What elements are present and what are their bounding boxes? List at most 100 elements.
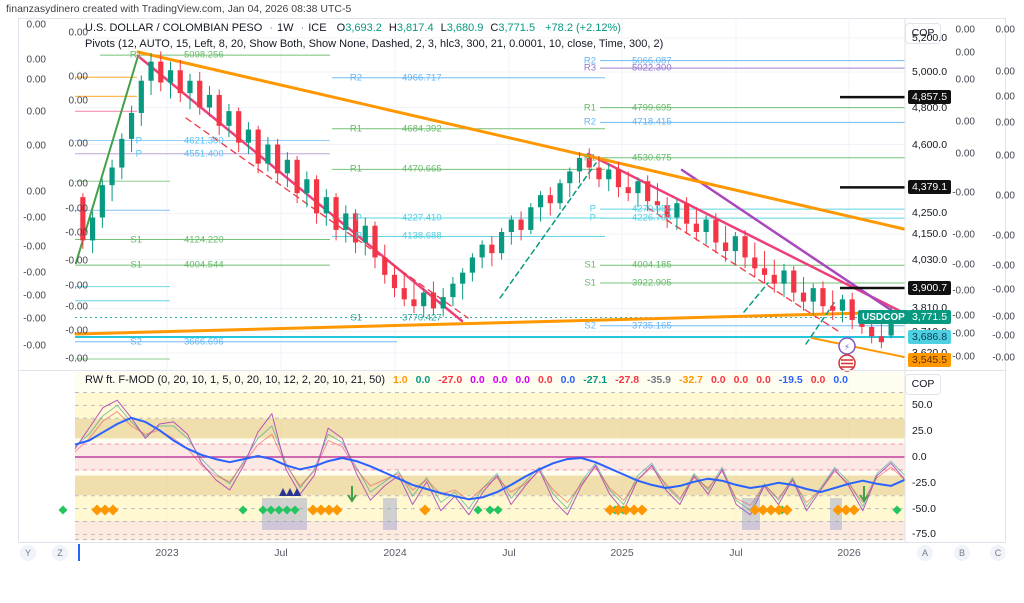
pivot-label-s1: S1 xyxy=(584,277,596,289)
pivot-label-r1: R1 xyxy=(349,123,362,135)
left-scale-value: -0.00 xyxy=(65,353,88,365)
right-scale-value: 0.00 xyxy=(955,116,975,128)
pivot-label-s1: S1 xyxy=(130,234,142,245)
oscillator-values: 1.0 0.0 -27.0 0.0 0.0 0.0 0.0 0.0 -27.1 -27.8 -35.… xyxy=(385,374,848,386)
left-scale-value: -0.00 xyxy=(23,212,46,224)
legend-separator2: · xyxy=(300,22,305,34)
right-scale-value: 0.00 xyxy=(995,150,1015,162)
left-scale-value: -0.00 xyxy=(65,280,88,292)
chart-widget-frame xyxy=(18,18,1006,563)
scale-button-b[interactable]: B xyxy=(954,545,970,561)
oscillator-title: RW ft. F-MOD (0, 20, 10, 1, 5, 0, 20, 10… xyxy=(85,374,386,386)
right-scale-value: 0.00 xyxy=(955,24,975,36)
price-tick: 4,800.0 xyxy=(912,101,948,114)
pivot-label-s1: S1 xyxy=(584,259,596,271)
time-tick: 2024 xyxy=(383,547,407,559)
pivot-value: 4138.688 xyxy=(402,230,442,242)
pivot-value: 4621.300 xyxy=(184,135,224,146)
ohlc-letter: C xyxy=(490,22,499,34)
scale-button-c[interactable]: C xyxy=(990,545,1006,561)
footer-bar: TradingView xyxy=(0,563,1024,603)
oscillator-value: -27.0 xyxy=(438,374,463,386)
last-price-badge[interactable]: 3,771.5 xyxy=(908,310,952,325)
right-scale-value: 0.00 xyxy=(995,117,1015,129)
price-alert-badge[interactable]: 4,857.5 xyxy=(908,90,952,105)
oscillator-value: 0.0 xyxy=(470,374,485,386)
pivot-value: 4124.220 xyxy=(184,234,224,245)
pivot-value: 5066.087 xyxy=(632,55,672,67)
pivot-value: 4004.544 xyxy=(184,259,224,271)
pivot-value: 4270.955 xyxy=(632,203,672,215)
price-alert-badge[interactable]: 4,379.1 xyxy=(908,180,952,195)
left-scale-value: -0.00 xyxy=(65,255,88,267)
pivot-label-p: P xyxy=(355,212,362,224)
oscillator-value: 0.0 xyxy=(810,374,826,386)
right-scale-value: -0.00 xyxy=(952,259,975,271)
pivots-indicator-legend[interactable]: Pivots (12, AUTO, 15, Left, 8, 20, Show … xyxy=(85,38,664,50)
scale-button-z[interactable]: Z xyxy=(52,545,68,561)
symbol-title: U.S. DOLLAR / COLOMBIAN PESO xyxy=(85,22,263,34)
right-scale-value: -0.00 xyxy=(952,285,975,297)
oscillator-value: 0.0 xyxy=(492,374,508,386)
interval-label: 1W xyxy=(277,22,294,34)
scale-button-a[interactable]: A xyxy=(917,545,933,561)
left-scale-value: 0.00 xyxy=(26,106,46,118)
pivot-value: 4718.415 xyxy=(632,116,672,128)
oscillator-value: 0.0 xyxy=(833,374,848,386)
pivot-label-s2: S2 xyxy=(130,336,142,348)
pivot-label-r1: R1 xyxy=(129,49,142,61)
pivot-label-r2: R2 xyxy=(583,55,596,67)
time-axis-cursor xyxy=(78,544,80,561)
pivot-label-p: P xyxy=(135,135,142,146)
oscillator-tick: -75.0 xyxy=(912,528,936,541)
pivot-value: 4470.665 xyxy=(402,163,442,175)
pivot-value: 4004.185 xyxy=(632,259,672,271)
ohlc-value: 3,680.9 xyxy=(446,22,484,34)
pivot-label-r1: R1 xyxy=(583,152,596,164)
oscillator-value: -32.7 xyxy=(679,374,703,386)
pivot-label-s1: S1 xyxy=(350,312,362,324)
oscillator-value: -35.9 xyxy=(647,374,672,386)
time-tick: Jul xyxy=(274,547,288,559)
symbol-legend[interactable]: U.S. DOLLAR / COLOMBIAN PESO · 1W · ICE O3… xyxy=(85,21,621,36)
right-scale-value: 0.00 xyxy=(995,66,1015,78)
oscillator-value: 0.0 xyxy=(415,374,431,386)
ohlc-value: 3,771.5 xyxy=(498,22,536,34)
oscillator-value: -27.1 xyxy=(583,374,608,386)
price-tick: 4,250.0 xyxy=(912,207,948,220)
price-tick: 5,200.0 xyxy=(912,31,948,44)
ohlc-values: O3,693.2 H3,817.4 L3,680.9 C3,771.5 xyxy=(330,22,535,34)
pivot-value: 4551.400 xyxy=(184,148,224,160)
oscillator-tick: -50.0 xyxy=(912,502,936,515)
pivot-label-p: P xyxy=(135,148,142,160)
time-tick: 2023 xyxy=(155,547,179,559)
pivot-label-p: P xyxy=(589,212,596,224)
pivot-value: 4227.410 xyxy=(402,212,442,224)
pivot-label-r1: R1 xyxy=(583,102,596,114)
oscillator-tick: 0.0 xyxy=(912,451,927,463)
legend-separator: · xyxy=(269,22,274,34)
oscillator-legend[interactable]: RW ft. F-MOD (0, 20, 10, 1, 5, 0, 20, 10… xyxy=(85,374,848,386)
ohlc-letter: L xyxy=(440,22,447,34)
ohlc-value: 3,693.2 xyxy=(345,22,382,34)
right-scale-value: 0.00 xyxy=(995,24,1015,36)
pivot-value: 3666.696 xyxy=(184,336,224,348)
left-scale-value: -0.00 xyxy=(65,203,88,215)
cyan-line-price-badge[interactable]: 3,686.8 xyxy=(908,330,952,345)
scale-button-y[interactable]: Y xyxy=(20,545,36,561)
currency-button-indicator[interactable]: COP xyxy=(905,374,941,395)
orange-line-price-badge[interactable]: 3,545.5 xyxy=(908,353,952,367)
right-scale-value: -0.00 xyxy=(992,260,1015,272)
oscillator-value: 0.0 xyxy=(710,374,726,386)
pivot-value: 3922.905 xyxy=(632,277,672,289)
price-tick: 4,030.0 xyxy=(912,253,948,266)
price-alert-badge[interactable]: 3,900.7 xyxy=(908,280,952,295)
time-axis[interactable] xyxy=(18,542,1006,564)
currency-button-main[interactable]: COP xyxy=(905,23,941,44)
time-tick: 2026 xyxy=(837,547,861,559)
left-scale-value: -0.00 xyxy=(23,290,46,302)
left-scale-value: -0.00 xyxy=(23,313,46,325)
pivot-value: 3770.427 xyxy=(402,312,442,324)
oscillator-value: 0.0 xyxy=(756,374,771,386)
